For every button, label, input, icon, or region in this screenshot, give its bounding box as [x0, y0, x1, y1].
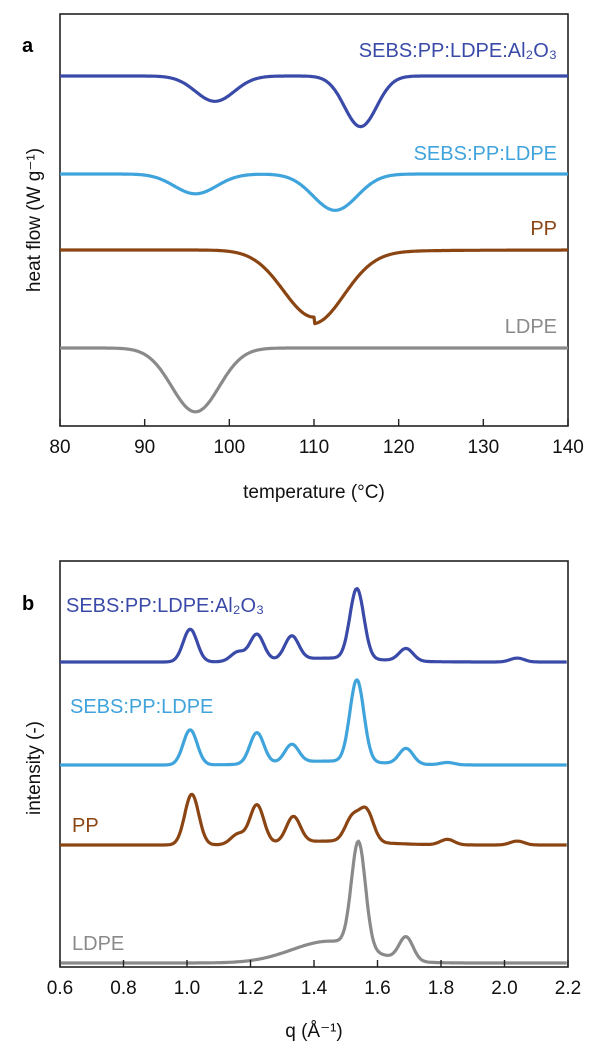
series-line-b-2 [59, 792, 568, 847]
panel-a-letter: a [22, 35, 34, 57]
series-line-a-2 [59, 248, 569, 326]
panel-a: a 80 90 100 110 120 130 140 heat flow (W g⁻¹) … [22, 13, 584, 503]
panel-b-series-labels: SEBS:PP:LDPE:Al₂O₃ SEBS:PP:LDPE PP LDPE [66, 595, 264, 955]
panel-a-y-axis-title: heat flow (W g⁻¹) [24, 148, 45, 292]
x-tick-label: 110 [299, 437, 329, 458]
panel-b-letter: b [22, 593, 34, 615]
panel-b: b 0.6 0.8 1.0 1.2 1.4 1.6 1.8 2.0 2.2 intensity … [22, 560, 581, 1042]
label-sebs-pp-ldpe: SEBS:PP:LDPE [70, 696, 213, 718]
label-sebs-pp-ldpe-al2o3: SEBS:PP:LDPE:Al₂O₃ [359, 40, 557, 62]
label-pp: PP [72, 815, 99, 837]
label-sebs-pp-ldpe: SEBS:PP:LDPE [414, 143, 557, 165]
x-tick-label: 1.8 [428, 978, 454, 999]
x-tick-label: 0.6 [47, 978, 73, 999]
panel-b-x-axis-title: q (Å⁻¹) [285, 1021, 343, 1042]
x-tick-label: 1.6 [364, 978, 390, 999]
series-line-b-0 [59, 586, 568, 664]
x-tick-label: 1.2 [237, 978, 263, 999]
x-tick-label: 130 [467, 437, 499, 458]
panel-b-x-ticks: 0.6 0.8 1.0 1.2 1.4 1.6 1.8 2.0 2.2 [47, 960, 581, 999]
series-line-a-3 [59, 346, 569, 414]
panel-a-x-ticks: 80 90 100 110 120 130 140 [49, 419, 584, 458]
series-line-a-1 [59, 172, 569, 212]
x-tick-label: 1.0 [174, 978, 200, 999]
label-ldpe: LDPE [505, 316, 557, 338]
panel-b-curves [59, 586, 568, 965]
panel-b-y-axis-title: intensity (-) [24, 721, 45, 815]
x-tick-label: 80 [49, 437, 70, 458]
series-line-b-3 [59, 839, 568, 965]
x-tick-label: 2.2 [555, 978, 581, 999]
series-line-a-0 [59, 74, 569, 129]
panel-a-x-axis-title: temperature (°C) [243, 482, 385, 503]
panel-a-curves [59, 74, 569, 414]
series-line-b-1 [59, 678, 568, 767]
x-tick-label: 100 [213, 437, 245, 458]
label-ldpe: LDPE [72, 933, 124, 955]
x-tick-label: 90 [134, 437, 155, 458]
x-tick-label: 1.4 [301, 978, 328, 999]
x-tick-label: 120 [383, 437, 415, 458]
x-tick-label: 140 [552, 437, 584, 458]
label-pp: PP [530, 218, 557, 240]
label-sebs-pp-ldpe-al2o3: SEBS:PP:LDPE:Al₂O₃ [66, 595, 264, 617]
panel-a-series-labels: SEBS:PP:LDPE:Al₂O₃ SEBS:PP:LDPE PP LDPE [359, 40, 557, 338]
x-tick-label: 2.0 [491, 978, 517, 999]
x-tick-label: 0.8 [110, 978, 136, 999]
